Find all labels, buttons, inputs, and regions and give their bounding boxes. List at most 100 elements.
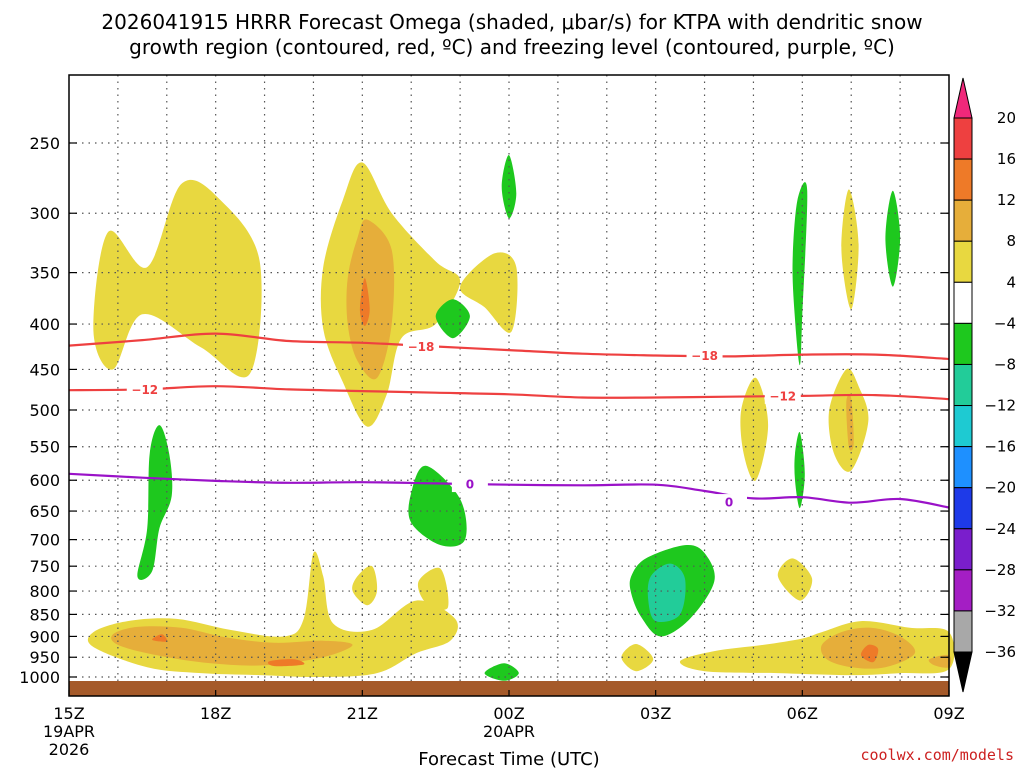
colorbar-label: 12	[997, 191, 1016, 209]
freezing-level-0-label-bg	[711, 494, 747, 511]
y-tick-label: 450	[29, 360, 60, 379]
dgz-minus-18-label: −18	[691, 349, 718, 363]
omega-region-upper-mid-8_12	[346, 219, 395, 380]
y-tick-label: 250	[29, 134, 60, 153]
omega-region-low-yellow-a-4_8	[352, 565, 378, 606]
x-tick-label: 18Z	[200, 704, 231, 723]
omega-region-upper-right-green-a-_4_8	[792, 182, 808, 366]
y-tick-label: 800	[29, 582, 60, 601]
colorbar-swatch	[953, 322, 973, 365]
ground-strip	[69, 681, 949, 696]
dgz-minus-12-label-bg	[764, 387, 801, 404]
x-axis-label: Forecast Time (UTC)	[418, 749, 599, 768]
colorbar-label: −8	[994, 355, 1016, 373]
colorbar-swatch	[953, 363, 973, 407]
y-tick-label: 900	[29, 627, 60, 646]
colorbar-swatch	[953, 240, 973, 283]
x-tick-year-label: 2026	[49, 740, 90, 759]
omega-region-low-yellow-b-4_8	[417, 567, 449, 610]
y-tick-label: 750	[29, 557, 60, 576]
colorbar-swatch	[953, 117, 973, 160]
omega-region-low-right-broad-12_16	[860, 644, 879, 663]
omega-region-mid-right-green-_4_8	[794, 431, 805, 509]
freezing-level-0-label: 0	[725, 496, 733, 510]
omega-region-low-green-small-_4_8	[484, 663, 519, 681]
omega-region-upper-right-green-c-_4_8	[885, 190, 901, 287]
omega-region-mid-green-b-_4_8	[408, 465, 467, 547]
freezing-level-0-label: 0	[466, 478, 474, 492]
colorbar-label: 16	[997, 150, 1016, 168]
colorbar-swatch	[953, 487, 973, 530]
colorbar-label: 20	[997, 109, 1016, 127]
y-tick-label: 650	[29, 502, 60, 521]
colorbar-label: −4	[994, 314, 1016, 332]
y-tick-label: 400	[29, 315, 60, 334]
colorbar-label: 4	[1006, 273, 1016, 291]
y-tick-label: 600	[29, 471, 60, 490]
chart-title-line-2: growth region (contoured, red, ºC) and f…	[129, 35, 895, 59]
y-tick-label: 700	[29, 531, 60, 550]
colorbar-swatch	[953, 446, 973, 489]
x-tick-label: 03Z	[640, 704, 671, 723]
x-tick-label: 09Z	[933, 704, 964, 723]
colorbar-label: −24	[984, 520, 1016, 538]
colorbar-top-triangle	[953, 77, 973, 119]
y-tick-label: 500	[29, 401, 60, 420]
omega-region-left-green-column-_4_8	[137, 425, 173, 580]
omega-region-low-broad-12_16	[267, 659, 305, 667]
colorbar: 20 16 12 8 4 −4 −8 −12 −16 −20 −24 −28 −32 −36	[953, 77, 1016, 693]
omega-region-low-right-small-yellow-4_8	[621, 643, 654, 672]
dgz-minus-12-label: −12	[769, 389, 796, 403]
contour-lines: −18 −18 −12 −12 0 0	[68, 332, 950, 511]
dgz-minus-12-label: −12	[131, 383, 158, 397]
y-tick-label: 550	[29, 438, 60, 457]
freezing-level-0-label-bg	[451, 476, 488, 493]
y-axis: 250 300 350 400 450 500 550 600 650 700 750 800 850 9…	[19, 134, 949, 687]
chart-title-line-1: 2026041915 HRRR Forecast Omega (shaded, …	[101, 10, 922, 34]
y-tick-label: 350	[29, 264, 60, 283]
dgz-minus-18-label-bg	[686, 347, 723, 364]
colorbar-swatch	[953, 610, 973, 653]
x-tick-date-label: 20APR	[483, 722, 535, 741]
x-tick-label: 15Z	[53, 704, 84, 723]
colorbar-swatch	[953, 405, 973, 448]
colorbar-label: 8	[1006, 232, 1016, 250]
colorbar-label: −36	[984, 643, 1016, 661]
omega-shaded-regions	[87, 155, 955, 681]
freezing-level-0-contour	[68, 472, 950, 509]
colorbar-bottom-triangle	[953, 651, 973, 693]
dgz-minus-18-contour	[68, 332, 950, 361]
x-tick-label: 21Z	[347, 704, 378, 723]
colorbar-swatch	[953, 158, 973, 201]
omega-region-upper-right-yellow-b-4_8	[841, 189, 859, 310]
omega-region-mid-right-yellow-a-4_8	[740, 377, 769, 481]
x-tick-label: 06Z	[787, 704, 818, 723]
omega-region-upper-right-small-4_8	[459, 252, 518, 333]
omega-region-low-broad-8_12	[111, 626, 353, 666]
omega-region-low-right-edge-8_12	[928, 654, 952, 668]
colorbar-swatch	[953, 528, 973, 571]
x-tick-date-label: 19APR	[43, 722, 95, 741]
colorbar-label: −12	[984, 397, 1016, 415]
dgz-minus-18-label-bg	[403, 338, 439, 355]
dgz-minus-12-label-bg	[126, 381, 163, 398]
y-tick-label: 850	[29, 605, 60, 624]
colorbar-swatch	[953, 569, 973, 612]
dgz-minus-18-label: −18	[408, 340, 435, 354]
colorbar-swatch	[953, 281, 973, 324]
colorbar-label: −28	[984, 561, 1016, 579]
colorbar-swatch	[953, 199, 973, 242]
y-tick-label: 950	[29, 648, 60, 667]
omega-region-low-right-small-yellow-b-4_8	[777, 558, 813, 601]
colorbar-label: −16	[984, 438, 1016, 456]
credit-text: coolwx.com/models	[860, 746, 1014, 764]
colorbar-label: −20	[984, 479, 1016, 497]
omega-region-low-broad-12_16	[152, 634, 168, 642]
x-tick-label: 00Z	[493, 704, 524, 723]
colorbar-label: −32	[984, 602, 1016, 620]
omega-region-mid-right-orange-b-8_12	[846, 394, 854, 451]
y-tick-label: 300	[29, 204, 60, 223]
omega-region-upper-left-4_8	[93, 179, 262, 378]
